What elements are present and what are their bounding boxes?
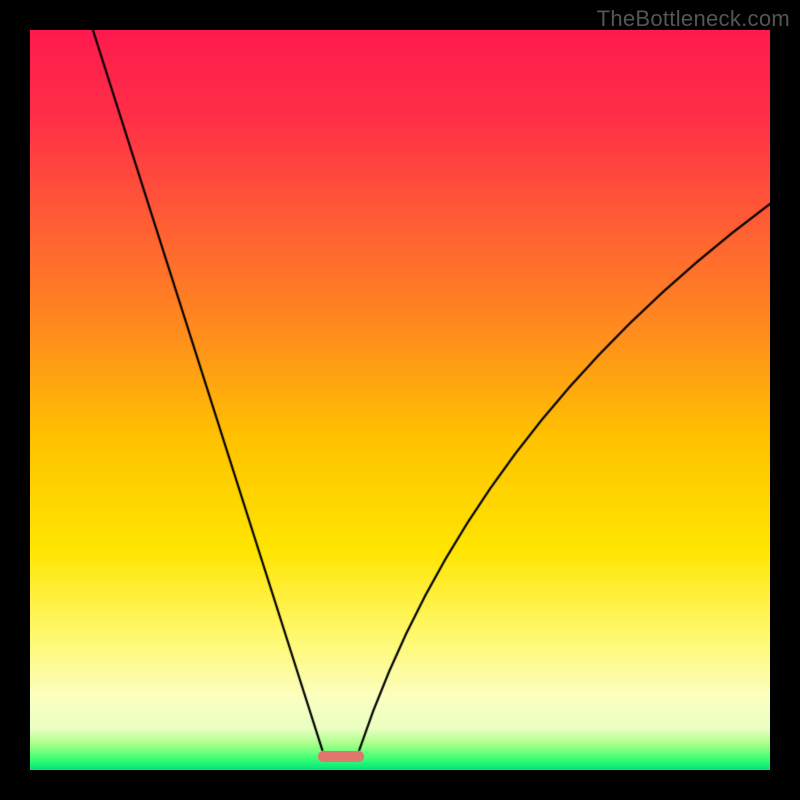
plot-area [30, 30, 770, 770]
minimum-marker [318, 751, 364, 762]
outer-frame: TheBottleneck.com [0, 0, 800, 800]
bottleneck-curves [30, 30, 770, 770]
watermark-text: TheBottleneck.com [597, 6, 790, 32]
